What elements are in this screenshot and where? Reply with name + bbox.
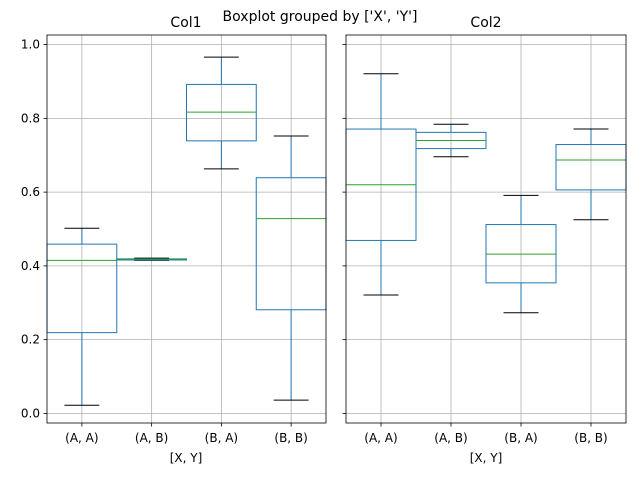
y-tick-label: 0.0 [21,406,40,420]
box-body [186,83,257,142]
plot-area-col2: (A, A) (A, B) (B, A) (B, B) [342,34,627,445]
axes-frame [46,34,327,424]
x-tick-label: (B, A) [504,431,537,445]
x-tick-label: (B, B) [274,431,307,445]
panel-title-col2: Col2 [470,15,501,31]
x-tick-label: (A, B) [135,431,168,445]
box-col2-2 [485,194,557,314]
panel-col1: Col1 [X, Y] [170,15,203,465]
plot-area-col1: 0.0 0.2 0.4 0.6 0.8 1.0 (A, A) (A, B) (B, A) (B, … [21,34,327,445]
x-axis-label-col1: [X, Y] [170,451,203,465]
figure-suptitle: Boxplot grouped by ['X', 'Y'] [223,9,418,25]
y-tick-label: 0.4 [21,259,40,273]
x-axis-label-col2: [X, Y] [470,451,503,465]
box-col1-2 [186,56,257,170]
panel-col2: Col2 [X, Y] [470,15,503,465]
y-tick-label: 0.2 [21,333,40,347]
x-tick-label: (A, B) [434,431,467,445]
box-col2-1 [415,123,487,158]
y-tick-label: 1.0 [21,38,40,52]
x-tick-label: (B, A) [205,431,238,445]
panel-title-col1: Col1 [170,15,201,31]
y-tick-label: 0.6 [21,185,40,199]
box-col1-1 [116,257,187,261]
x-tick-label: (B, B) [574,431,607,445]
axes-frame [345,34,627,424]
y-tick-label: 0.8 [21,111,40,125]
x-tick-label: (A, A) [65,431,98,445]
x-tick-label: (A, A) [364,431,397,445]
box-col2-0 [345,73,417,296]
